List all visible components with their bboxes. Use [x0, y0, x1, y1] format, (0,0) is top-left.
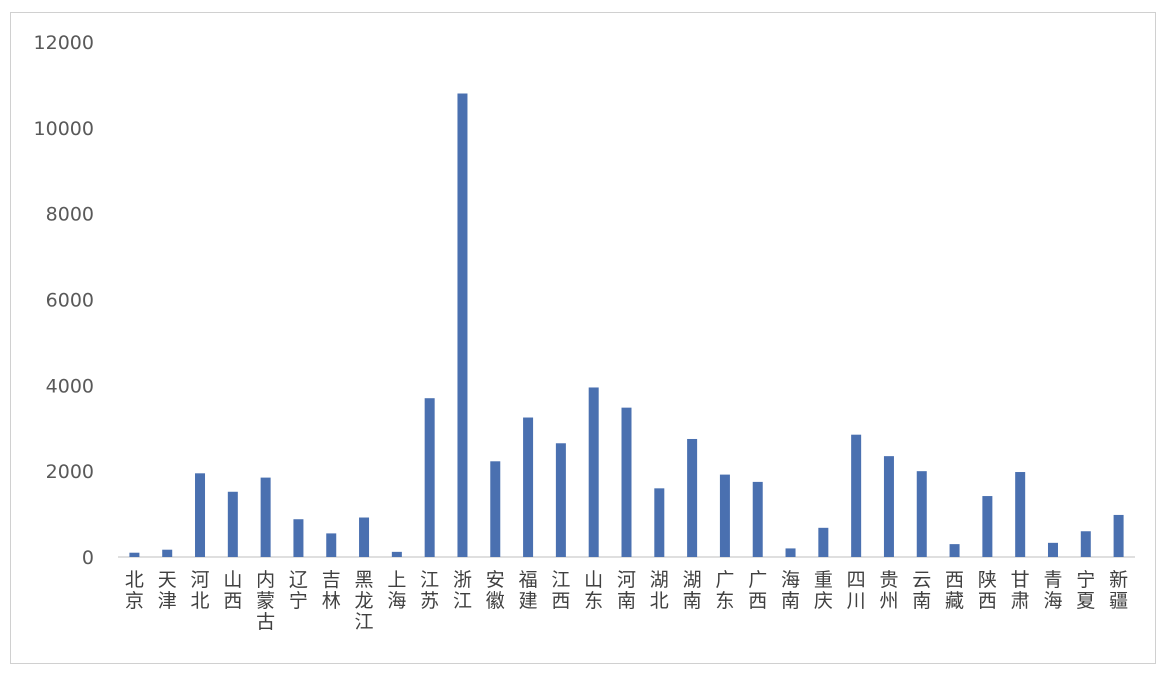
- bar-3: [227, 491, 238, 557]
- bar-25: [949, 544, 960, 557]
- bar-15: [621, 407, 632, 557]
- bar-2: [195, 473, 206, 557]
- bar-9: [424, 398, 435, 557]
- x-tick-label: 江苏: [420, 569, 439, 612]
- y-tick-label: 0: [82, 547, 94, 569]
- bar-21: [818, 527, 829, 557]
- bars: [129, 93, 1124, 557]
- bar-7: [359, 517, 370, 557]
- bar-19: [752, 481, 763, 557]
- x-tick-label: 广西: [748, 569, 767, 612]
- bar-12: [523, 417, 534, 557]
- x-tick-label: 辽宁: [289, 569, 308, 612]
- bar-16: [654, 488, 665, 557]
- x-tick-label: 宁夏: [1076, 569, 1095, 612]
- x-axis-labels: 北京天津河北山西内蒙古辽宁吉林黑龙江上海江苏浙江安徽福建江西山东河南湖北湖南广东…: [125, 569, 1128, 633]
- bar-29: [1080, 531, 1091, 557]
- x-tick-label: 福建: [519, 569, 538, 612]
- x-tick-label: 山东: [584, 569, 603, 612]
- x-tick-label: 北京: [125, 569, 144, 612]
- x-tick-label: 河北: [191, 569, 210, 612]
- bar-14: [588, 387, 599, 557]
- y-tick-label: 8000: [46, 204, 94, 226]
- x-tick-label: 重庆: [814, 569, 833, 612]
- x-tick-label: 四川: [847, 569, 866, 612]
- x-tick-label: 天津: [158, 569, 177, 612]
- bar-0: [129, 552, 140, 557]
- bar-22: [851, 434, 862, 557]
- bar-28: [1047, 542, 1058, 557]
- x-tick-label: 山西: [223, 569, 242, 612]
- bar-4: [260, 477, 271, 557]
- x-tick-label: 陕西: [978, 569, 997, 612]
- bar-30: [1113, 514, 1124, 557]
- x-tick-label: 浙江: [453, 569, 472, 612]
- x-tick-label: 内蒙古: [256, 569, 275, 633]
- x-tick-label: 黑龙江: [355, 569, 374, 633]
- x-tick-label: 青海: [1043, 569, 1062, 612]
- x-tick-label: 湖北: [650, 569, 669, 612]
- bar-26: [982, 496, 993, 557]
- bar-18: [719, 474, 730, 557]
- x-tick-label: 河南: [617, 569, 636, 612]
- bar-13: [555, 443, 566, 557]
- y-tick-label: 6000: [46, 290, 94, 312]
- bar-20: [785, 548, 796, 557]
- bar-10: [457, 93, 468, 557]
- bar-24: [916, 471, 927, 557]
- bar-8: [391, 551, 402, 557]
- bar-27: [1015, 472, 1026, 557]
- y-axis: 0 2000 4000 6000 8000 10000 12000: [34, 32, 94, 569]
- bar-6: [326, 533, 337, 557]
- bar-17: [687, 438, 698, 557]
- bar-11: [490, 461, 501, 557]
- x-tick-label: 西藏: [945, 569, 964, 612]
- y-tick-label: 10000: [34, 118, 94, 140]
- x-tick-label: 新疆: [1109, 569, 1128, 612]
- x-tick-label: 安徽: [486, 569, 505, 612]
- bar-1: [162, 549, 173, 557]
- x-tick-label: 海南: [781, 569, 800, 612]
- x-tick-label: 广东: [715, 569, 734, 612]
- x-tick-label: 甘肃: [1011, 569, 1030, 612]
- x-tick-label: 湖南: [683, 569, 702, 612]
- bar-5: [293, 519, 304, 557]
- x-tick-label: 贵州: [879, 569, 898, 612]
- x-tick-label: 吉林: [322, 569, 341, 612]
- x-tick-label: 江西: [551, 569, 570, 612]
- bar-23: [883, 456, 894, 557]
- y-tick-label: 12000: [34, 32, 94, 54]
- y-tick-label: 4000: [46, 375, 94, 397]
- x-tick-label: 上海: [387, 569, 406, 612]
- x-tick-label: 云南: [912, 569, 931, 612]
- y-tick-label: 2000: [46, 461, 94, 483]
